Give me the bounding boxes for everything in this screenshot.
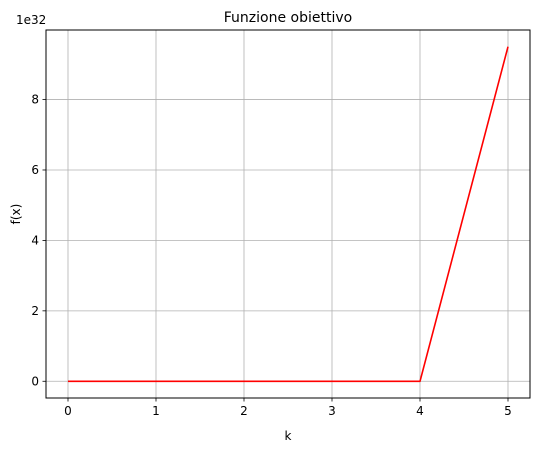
y-axis-label: f(x): [9, 204, 23, 225]
plot-frame: [45, 29, 531, 399]
x-tick-label: 5: [504, 404, 512, 418]
x-tick-label: 0: [64, 404, 72, 418]
y-tick-label: 0: [31, 374, 39, 388]
y-tick-label: 6: [31, 163, 39, 177]
y-axis-offset-label: 1e32: [16, 13, 46, 27]
ticks: 0 1 2 3 4 5 0 2 4 6 8: [31, 93, 511, 418]
grid: [46, 30, 530, 398]
x-tick-label: 2: [240, 404, 248, 418]
x-tick-label: 3: [328, 404, 336, 418]
x-tick-label: 4: [416, 404, 424, 418]
y-tick-label: 8: [31, 93, 39, 107]
y-tick-label: 4: [31, 233, 39, 247]
series-layer: [68, 46, 509, 383]
chart-title: Funzione obiettivo: [224, 10, 352, 26]
x-axis-label: k: [285, 429, 292, 443]
y-tick-label: 2: [31, 304, 39, 318]
x-tick-label: 1: [152, 404, 160, 418]
series-line: [68, 46, 509, 383]
